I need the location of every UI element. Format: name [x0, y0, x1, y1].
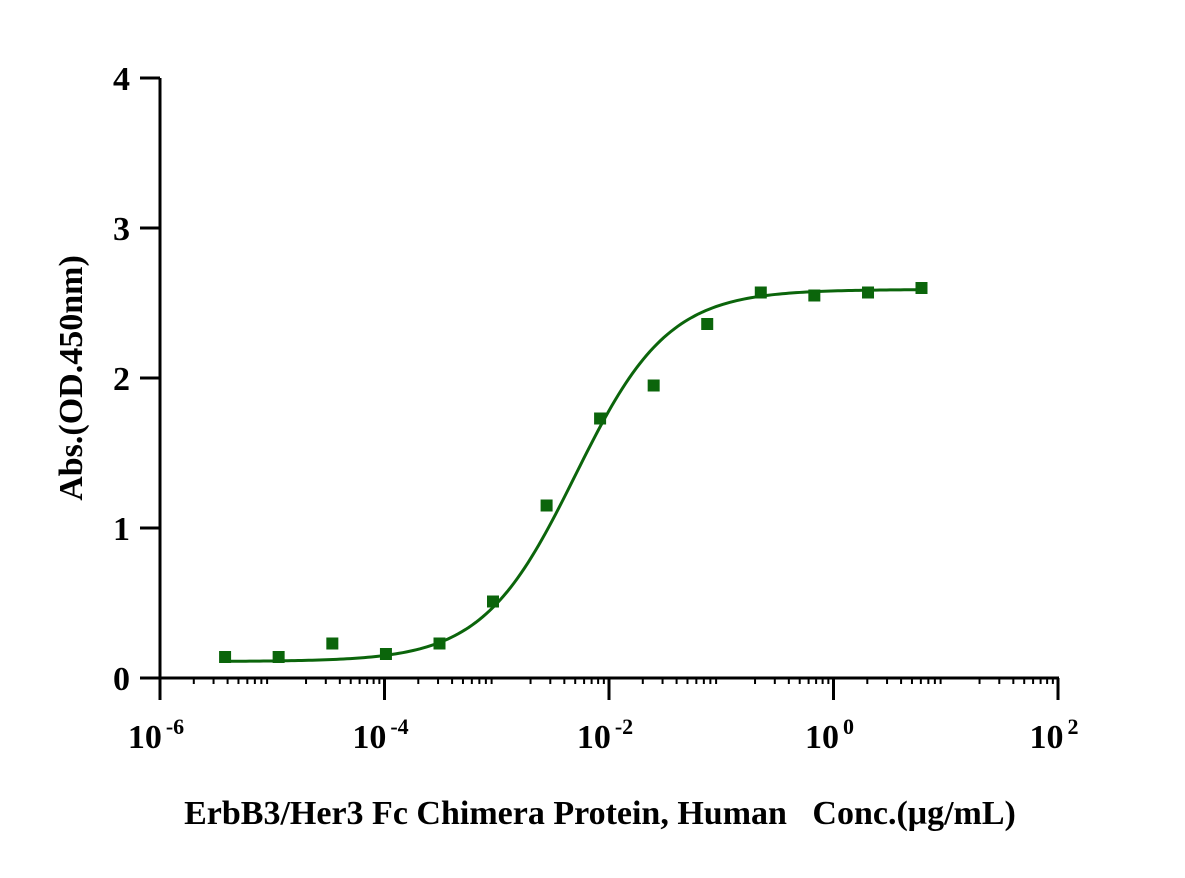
x-axis-title: ErbB3/Her3 Fc Chimera Protein, Human Con… [184, 795, 1016, 832]
fit-curve [225, 288, 922, 663]
x-tick-label: 10 2 [1030, 714, 1079, 756]
x-tick-label: 10 0 [805, 714, 854, 756]
y-tick-label: 2 [113, 361, 130, 398]
x-tick-base: 10 [805, 719, 839, 756]
x-tick-base: 10 [352, 719, 386, 756]
data-point [862, 286, 875, 299]
data-point [754, 286, 767, 299]
data-point [379, 648, 392, 660]
data-point [701, 318, 714, 330]
x-tick-base: 10 [128, 719, 162, 756]
data-point [540, 499, 553, 512]
x-tick-exponent: 2 [1068, 714, 1079, 739]
data-point [647, 379, 660, 392]
x-tick-base: 10 [1030, 719, 1064, 756]
data-point [272, 651, 285, 663]
data-point [326, 637, 339, 650]
y-tick-label: 0 [113, 661, 130, 698]
x-tick-exponent: -2 [615, 714, 633, 739]
data-point [915, 282, 928, 294]
y-axis-title: Abs.(OD.450nm) [53, 255, 90, 501]
y-tick-label: 3 [113, 211, 130, 248]
y-tick-label: 4 [113, 61, 130, 98]
data-point [219, 651, 232, 663]
x-tick-exponent: -4 [390, 714, 408, 739]
x-tick-exponent: -6 [166, 714, 184, 739]
x-tick-label: 10 -2 [577, 714, 633, 756]
y-tick-label: 1 [113, 511, 130, 548]
fit-curve-layer [225, 288, 922, 663]
x-tick-label: 10 -6 [128, 714, 184, 756]
x-tick-exponent: 0 [843, 714, 854, 739]
data-point [433, 637, 446, 650]
labels-layer: ErbB3/Her3 Fc Chimera Protein, Human Con… [53, 255, 1016, 832]
x-tick-label: 10 -4 [352, 714, 408, 756]
data-point [808, 289, 821, 302]
data-point [594, 412, 607, 425]
data-point [487, 595, 500, 608]
data-points-layer [219, 282, 928, 663]
x-tick-base: 10 [577, 719, 611, 756]
